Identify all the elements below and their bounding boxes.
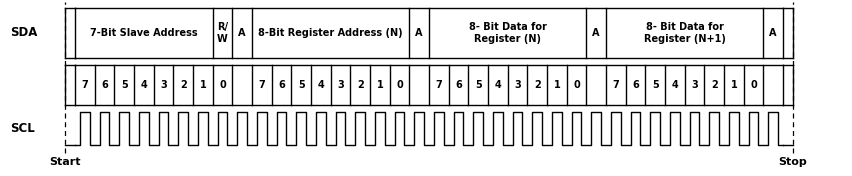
Text: 5: 5 [651,80,658,90]
Text: 3: 3 [690,80,697,90]
Text: 6: 6 [278,80,285,90]
Text: 0: 0 [395,80,402,90]
Text: 4: 4 [141,80,147,90]
Text: R/
W: R/ W [216,22,227,44]
Text: 6: 6 [101,80,107,90]
Text: 0: 0 [749,80,756,90]
Text: A: A [415,28,423,38]
Text: Stop: Stop [778,157,807,167]
Text: 4: 4 [671,80,677,90]
Text: 7: 7 [435,80,441,90]
Text: 4: 4 [317,80,324,90]
Text: 7: 7 [81,80,88,90]
Text: 6: 6 [631,80,638,90]
Text: 7: 7 [258,80,265,90]
Text: 7: 7 [612,80,619,90]
Text: Start: Start [49,157,81,167]
Text: A: A [239,28,245,38]
Text: 0: 0 [573,80,579,90]
Text: 6: 6 [455,80,461,90]
Text: 1: 1 [376,80,383,90]
Text: A: A [769,28,776,38]
Text: 1: 1 [199,80,206,90]
Text: 1: 1 [553,80,560,90]
Text: 2: 2 [533,80,540,90]
Text: 1: 1 [729,80,736,90]
Text: 8- Bit Data for
Register (N): 8- Bit Data for Register (N) [469,22,546,44]
Text: 2: 2 [710,80,717,90]
Text: 7-Bit Slave Address: 7-Bit Slave Address [90,28,198,38]
Text: 5: 5 [475,80,481,90]
Text: 4: 4 [494,80,501,90]
Text: SDA: SDA [10,27,37,39]
Text: SCL: SCL [10,122,35,135]
Text: 8-Bit Register Address (N): 8-Bit Register Address (N) [258,28,402,38]
Text: A: A [592,28,599,38]
Text: 5: 5 [121,80,128,90]
Text: 3: 3 [160,80,167,90]
Text: 5: 5 [297,80,304,90]
Text: 3: 3 [514,80,521,90]
Text: 0: 0 [219,80,226,90]
Text: 3: 3 [337,80,343,90]
Text: 8- Bit Data for
Register (N+1): 8- Bit Data for Register (N+1) [643,22,725,44]
Text: 2: 2 [356,80,363,90]
Text: 2: 2 [180,80,187,90]
